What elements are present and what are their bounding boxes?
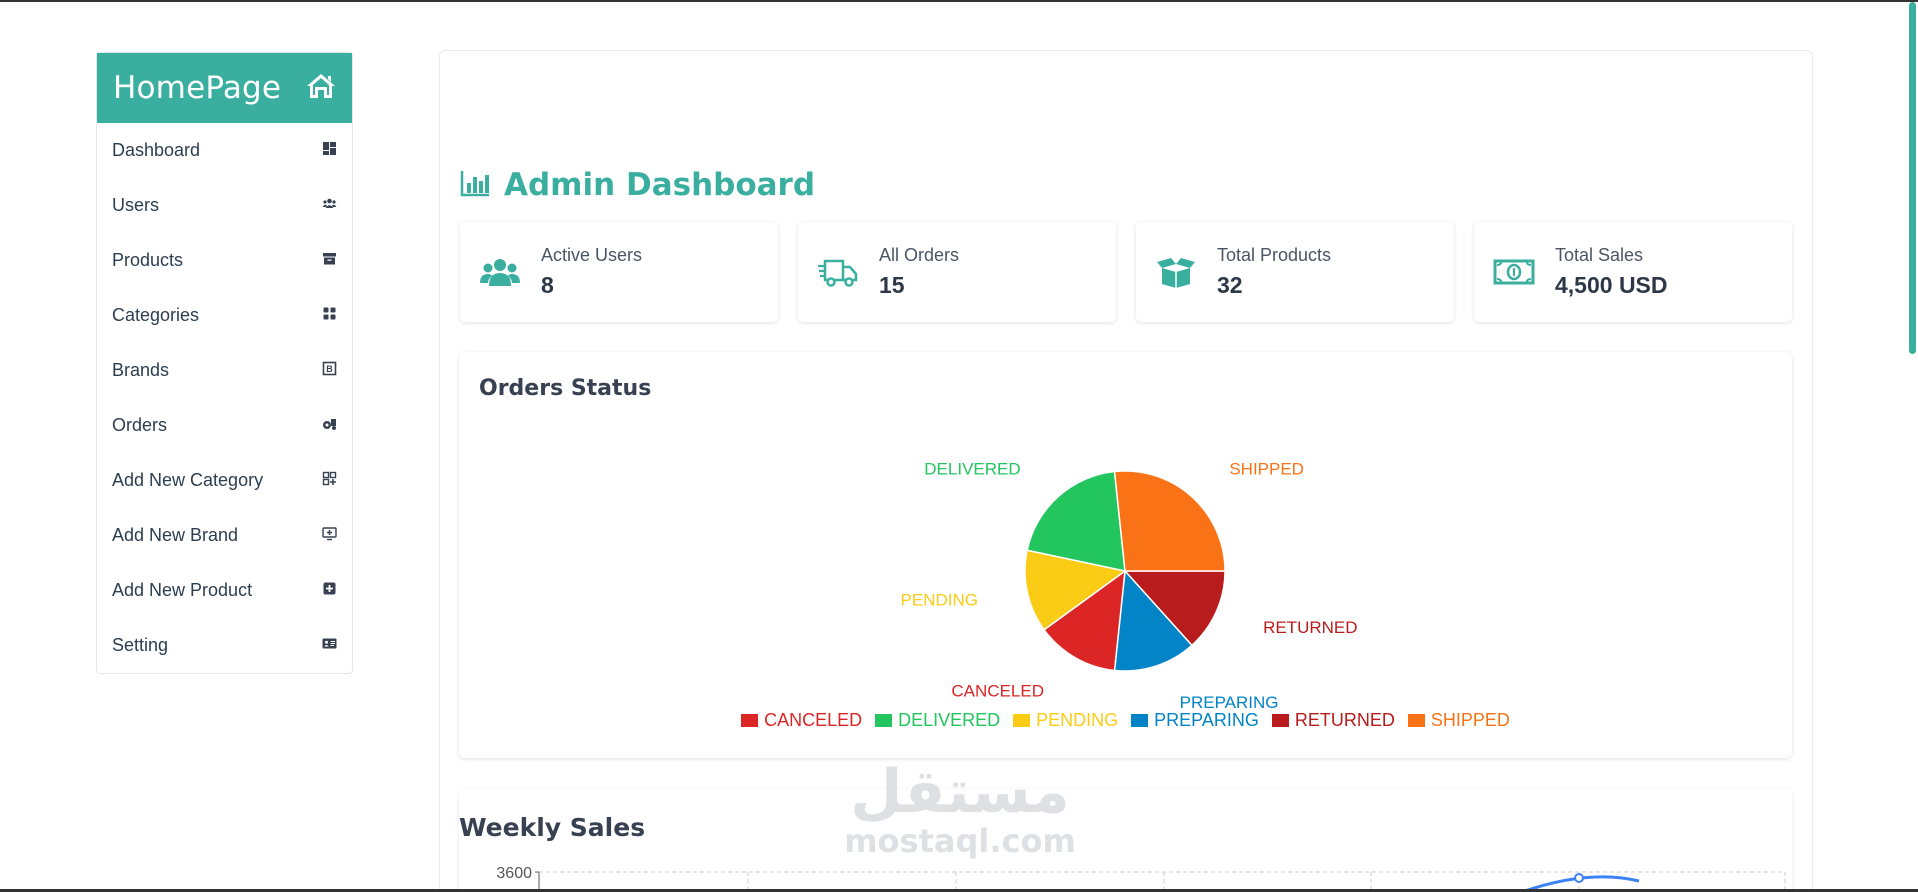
- sidebar-item-label: Products: [112, 250, 184, 270]
- sidebar-item-add-category[interactable]: Add New Category: [97, 453, 352, 508]
- svg-text:B: B: [326, 364, 333, 374]
- page-title: Admin Dashboard: [460, 167, 815, 203]
- weekly-sales-title: Weekly Sales: [459, 813, 646, 842]
- id-card-icon: [322, 636, 337, 656]
- orders-status-title: Orders Status: [479, 376, 652, 401]
- pie-label-pending: PENDING: [901, 591, 978, 610]
- legend-swatch: [741, 714, 759, 727]
- sidebar-item-categories[interactable]: Categories: [97, 288, 352, 343]
- grid-icon: [322, 306, 337, 326]
- sidebar-item-setting[interactable]: Setting: [97, 618, 352, 673]
- add-brand-icon: [322, 526, 337, 546]
- stat-label: Total Products: [1217, 245, 1332, 265]
- legend-label: DELIVERED: [898, 710, 1001, 730]
- legend-item-shipped[interactable]: SHIPPED: [1407, 710, 1510, 731]
- legend-label: RETURNED: [1294, 710, 1395, 730]
- stat-card-all-orders[interactable]: All Orders 15: [798, 222, 1116, 322]
- sidebar-header[interactable]: HomePage: [97, 53, 352, 123]
- legend-swatch: [1407, 714, 1425, 727]
- window-top-border: [0, 0, 1918, 2]
- grid-plus-icon: [322, 471, 337, 491]
- sidebar-item-label: Categories: [112, 305, 200, 325]
- plus-square-icon: [322, 581, 337, 601]
- legend-swatch: [875, 714, 893, 727]
- page-title-text: Admin Dashboard: [504, 167, 816, 203]
- sidebar-item-label: Setting: [112, 635, 169, 655]
- sidebar-item-users[interactable]: Users: [97, 178, 352, 233]
- sidebar-item-label: Brands: [112, 360, 170, 380]
- pie-slice-preparing[interactable]: [1113, 569, 1193, 672]
- stat-label: All Orders: [879, 245, 960, 265]
- stat-value: 32: [1217, 272, 1243, 298]
- brand-icon: B: [322, 361, 337, 381]
- legend-label: SHIPPED: [1430, 710, 1510, 730]
- legend-swatch: [1271, 714, 1289, 727]
- box-open-icon: [1155, 254, 1197, 290]
- stat-label: Total Sales: [1555, 245, 1644, 265]
- sidebar-item-orders[interactable]: Orders: [97, 398, 352, 453]
- pie-slice-canceled[interactable]: [1043, 569, 1126, 672]
- pie-slice-shipped[interactable]: [1113, 470, 1226, 572]
- legend-label: PENDING: [1036, 710, 1119, 730]
- stat-value: 4,500 USD: [1555, 272, 1668, 298]
- legend-swatch: [1131, 714, 1149, 727]
- sales-line: [1517, 875, 1640, 892]
- dashboard-icon: [322, 141, 337, 161]
- legend-swatch: [1013, 714, 1031, 727]
- archive-icon: [322, 251, 337, 271]
- orders-status-pie-chart: RETURNED PREPARING CANCELED PENDING DELIVERE…: [901, 459, 1358, 712]
- legend-item-canceled[interactable]: CANCELED: [741, 710, 862, 731]
- sidebar-item-label: Add New Brand: [112, 525, 239, 545]
- pie-label-shipped: SHIPPED: [1229, 459, 1304, 478]
- pie-label-canceled: CANCELED: [951, 682, 1044, 701]
- sidebar-item-dashboard[interactable]: Dashboard: [97, 123, 352, 178]
- window-bottom-border: [0, 889, 1918, 892]
- pie-label-delivered: DELIVERED: [924, 459, 1020, 478]
- truck-icon: [817, 254, 859, 290]
- stat-card-active-users[interactable]: Active Users 8: [460, 222, 778, 322]
- sidebar-item-label: Add New Product: [112, 580, 253, 600]
- weekly-sales-line-chart: 3600: [496, 865, 1786, 892]
- sidebar-item-add-product[interactable]: Add New Product: [97, 563, 352, 618]
- orders-status-panel: Orders Status RETURNED PREPARING CANCELED P…: [459, 352, 1792, 758]
- sales-point[interactable]: [1574, 873, 1584, 883]
- sidebar-item-label: Users: [112, 195, 160, 215]
- users-icon: [322, 196, 337, 216]
- sidebar-item-label: Orders: [112, 415, 168, 435]
- legend-item-preparing[interactable]: PREPARING: [1131, 710, 1259, 731]
- stat-card-total-sales[interactable]: Total Sales 4,500 USD: [1474, 222, 1792, 322]
- legend-item-pending[interactable]: PENDING: [1013, 710, 1118, 731]
- legend-label: PREPARING: [1154, 710, 1259, 730]
- orders-icon: [322, 416, 337, 436]
- pie-legend: CANCELED DELIVERED PENDING PREPARING RETURNE…: [459, 710, 1792, 731]
- sidebar: HomePage Dashboard Users Products Catego…: [96, 52, 353, 674]
- pie-slice-pending[interactable]: [1024, 549, 1127, 631]
- sidebar-item-products[interactable]: Products: [97, 233, 352, 288]
- legend-label: CANCELED: [764, 710, 863, 730]
- sidebar-item-label: Add New Category: [112, 470, 264, 490]
- scrollbar-thumb[interactable]: [1909, 2, 1916, 354]
- stat-value: 15: [879, 272, 905, 298]
- stat-card-total-products[interactable]: Total Products 32: [1136, 222, 1454, 322]
- pie-slice-delivered[interactable]: [1026, 470, 1126, 572]
- y-tick-label: 3600: [496, 865, 532, 882]
- stat-label: Active Users: [541, 245, 643, 265]
- pie-slice-returned[interactable]: [1123, 570, 1226, 647]
- weekly-sales-panel: Weekly Sales 3600: [459, 789, 1792, 892]
- home-icon[interactable]: [306, 72, 336, 105]
- users-icon: [479, 254, 521, 290]
- pie-label-preparing: PREPARING: [1180, 693, 1279, 712]
- legend-item-delivered[interactable]: DELIVERED: [875, 710, 1000, 731]
- page-scrollbar[interactable]: [1906, 2, 1918, 354]
- money-bill-icon: [1493, 254, 1535, 290]
- pie-label-returned: RETURNED: [1263, 618, 1357, 637]
- legend-item-returned[interactable]: RETURNED: [1271, 710, 1395, 731]
- sidebar-item-add-brand[interactable]: Add New Brand: [97, 508, 352, 563]
- stat-value: 8: [541, 272, 554, 298]
- sidebar-item-label: Dashboard: [112, 140, 201, 160]
- sidebar-item-brands[interactable]: Brands B: [97, 343, 352, 398]
- bar-chart-icon: [460, 169, 490, 202]
- sidebar-title[interactable]: HomePage: [113, 70, 282, 106]
